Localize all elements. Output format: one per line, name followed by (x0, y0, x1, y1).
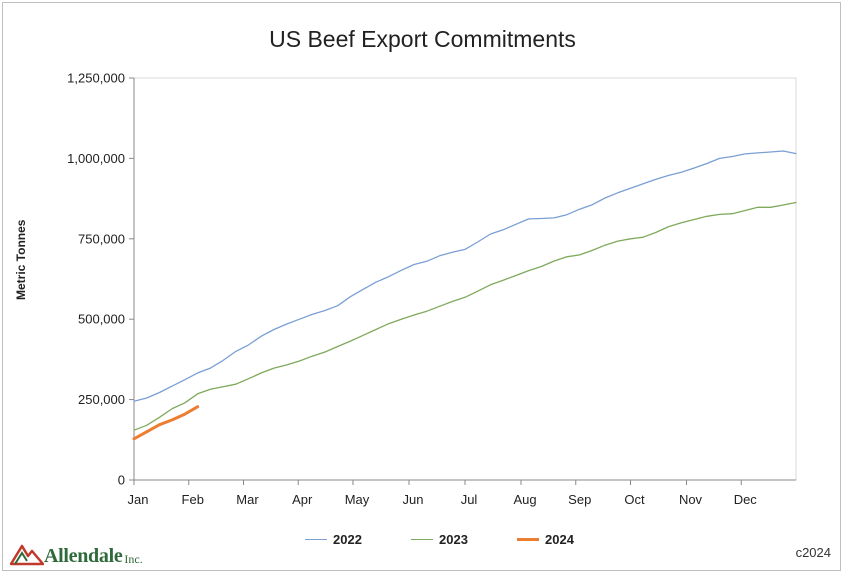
legend-swatch-2024 (517, 538, 539, 541)
x-tick-label: Oct (624, 492, 645, 507)
chart-title: US Beef Export Commitments (269, 26, 576, 52)
x-tick-label: Jun (403, 492, 424, 507)
series-lines-group (132, 150, 797, 441)
y-tick-label: 1,250,000 (67, 71, 125, 86)
plot-area-border (133, 77, 797, 481)
x-tick-label: Sep (568, 492, 591, 507)
y-tick-label: 1,000,000 (67, 151, 125, 166)
x-tick-label: Mar (236, 492, 259, 507)
allendale-logo: Allendale Inc. (10, 540, 143, 566)
y-tick-label: 750,000 (78, 231, 125, 246)
logo-name: Allendale (44, 545, 123, 567)
legend-label-2023: 2023 (439, 532, 468, 547)
legend-item-2023: 2023 (411, 532, 468, 547)
series-line-2023 (133, 201, 797, 431)
x-tick-label: Aug (513, 492, 536, 507)
logo-suffix: Inc. (124, 552, 143, 566)
series-line-2024 (132, 405, 200, 441)
x-tick-label: Jul (461, 492, 478, 507)
legend-item-2024: 2024 (517, 532, 574, 547)
legend: 2022 2023 2024 (0, 532, 845, 552)
x-tick-label: Nov (679, 492, 703, 507)
legend-label-2024: 2024 (545, 532, 574, 547)
series-line-2022 (133, 150, 797, 402)
y-tick-label: 500,000 (78, 312, 125, 327)
x-tick-label: Dec (734, 492, 758, 507)
x-tick-label: Jan (128, 492, 149, 507)
x-tick-label: Feb (182, 492, 204, 507)
x-tick-label: Apr (292, 492, 313, 507)
legend-swatch-2023 (411, 539, 433, 540)
y-tick-label: 250,000 (78, 392, 125, 407)
legend-item-2022: 2022 (305, 532, 362, 547)
y-tick-label: 0 (118, 473, 125, 488)
x-tick-label: May (345, 492, 370, 507)
copyright-text: c2024 (795, 545, 831, 560)
axes-group: 0 250,000 500,000 750,000 1,000,000 1,250,000… (67, 71, 797, 507)
legend-label-2022: 2022 (333, 532, 362, 547)
allendale-mountain-icon (10, 544, 44, 566)
legend-swatch-2022 (305, 539, 327, 540)
